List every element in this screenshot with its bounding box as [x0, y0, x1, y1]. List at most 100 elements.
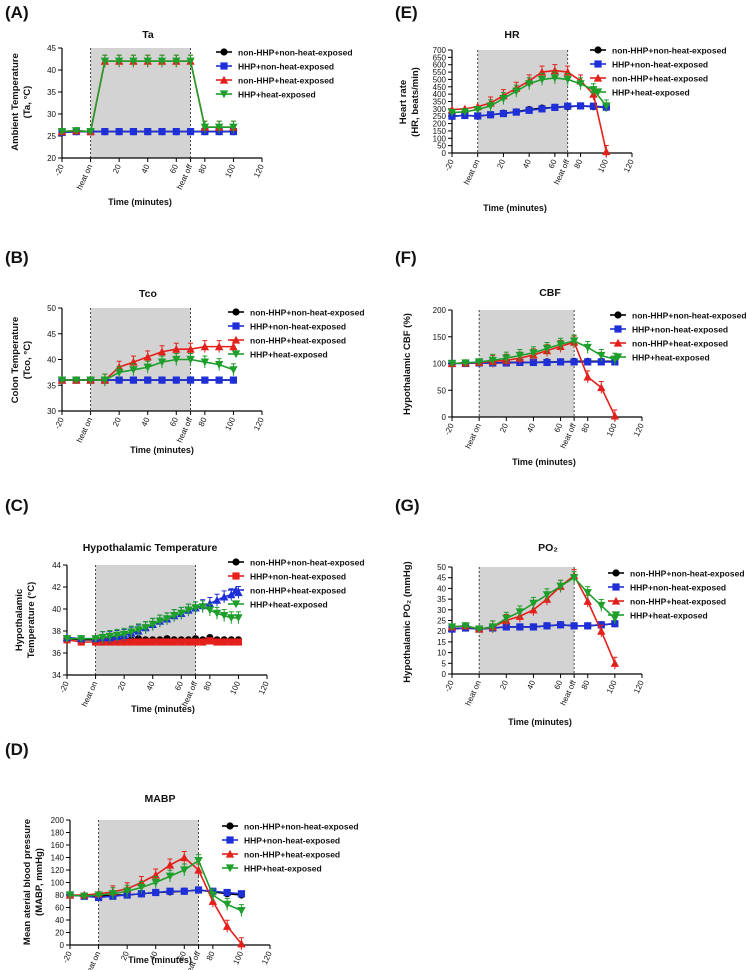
y-tick-label: 250 — [433, 112, 447, 121]
data-point — [157, 358, 167, 367]
y-tick-label: 500 — [433, 75, 447, 84]
legend-label: HHP+heat-exposed — [244, 864, 322, 874]
y-tick-label: 35 — [47, 381, 56, 390]
data-point — [229, 366, 238, 374]
data-point — [610, 659, 620, 667]
x-tick-label: 20 — [495, 158, 507, 170]
y-tick-label: 0 — [442, 149, 447, 158]
legend-marker — [594, 60, 602, 68]
data-point — [550, 74, 560, 83]
data-point — [474, 112, 482, 120]
legend-label: HHP+heat-exposed — [238, 90, 316, 100]
y-tick-label: 180 — [51, 829, 65, 838]
y-tick-label: 150 — [433, 333, 447, 342]
data-point — [180, 866, 189, 875]
x-tick-label: -20 — [443, 158, 456, 173]
y-tick-label: 50 — [437, 563, 446, 572]
data-point — [165, 860, 175, 869]
y-tick-label: 100 — [433, 134, 447, 143]
y-tick-label: 0 — [60, 941, 65, 950]
data-point — [134, 626, 143, 635]
y-tick-label: 34 — [52, 671, 61, 680]
data-point — [589, 86, 598, 94]
data-point — [112, 631, 122, 640]
legend-label: non-HHP+heat-exposed — [612, 74, 708, 84]
data-point — [474, 358, 484, 367]
data-point — [194, 886, 203, 894]
y-tick-label: 36 — [52, 649, 61, 658]
y-tick-label: 550 — [433, 68, 447, 77]
data-point — [137, 883, 146, 892]
x-tick-label: 100 — [228, 680, 242, 696]
heat-exposure-shading — [95, 565, 196, 675]
data-point — [222, 900, 232, 909]
y-tick-label: 20 — [47, 154, 56, 163]
data-point — [237, 939, 246, 948]
x-axis-label: Time (minutes) — [131, 704, 195, 714]
data-point — [486, 111, 495, 119]
data-point — [602, 102, 611, 111]
data-point — [569, 574, 579, 582]
data-point — [156, 638, 164, 646]
y-tick-label: 45 — [47, 330, 56, 339]
x-tick-label: 60 — [168, 163, 180, 175]
legend-label: HHP+non-heat-exposed — [244, 836, 340, 846]
panel-e: (E)0501001502002503003504004505005506006… — [395, 3, 727, 213]
y-tick-label: 100 — [51, 879, 65, 888]
x-tick-label: heat on — [464, 679, 483, 707]
data-point — [488, 356, 497, 365]
series-3 — [447, 571, 620, 634]
legend-marker — [594, 46, 602, 54]
y-tick-label: 40 — [47, 66, 56, 75]
series-3 — [62, 600, 243, 644]
data-point — [538, 105, 546, 113]
y-tick-label: 0 — [442, 413, 447, 422]
data-point — [542, 344, 552, 353]
series-3 — [447, 71, 611, 117]
y-tick-label: 30 — [47, 110, 56, 119]
data-point — [214, 361, 224, 369]
heat-exposure-shading — [98, 820, 199, 945]
data-point — [100, 57, 110, 66]
data-point — [515, 608, 525, 617]
data-point — [134, 638, 143, 646]
legend-label: non-HHP+non-heat-exposed — [244, 822, 359, 832]
y-tick-label: 120 — [51, 866, 65, 875]
data-point — [556, 358, 565, 366]
x-tick-label: 60 — [173, 680, 185, 692]
data-point — [115, 128, 123, 136]
panel-label: (A) — [5, 3, 29, 22]
data-point — [200, 358, 210, 367]
data-point — [214, 123, 224, 132]
data-point — [542, 591, 552, 600]
y-axis-label: Hypothalamic CBF (%) — [402, 313, 413, 415]
data-point — [191, 604, 200, 613]
data-point — [219, 592, 229, 601]
x-tick-label: 40 — [140, 163, 152, 175]
y-axis-label: Temperature (°C) — [26, 582, 37, 658]
y-axis-label: (Tco, °C) — [22, 341, 33, 379]
data-point — [184, 638, 193, 646]
data-point — [229, 123, 238, 132]
data-point — [201, 376, 209, 384]
data-point — [137, 890, 146, 898]
x-tick-label: 60 — [547, 158, 559, 170]
data-point — [584, 622, 592, 630]
data-point — [157, 57, 167, 66]
x-tick-label: 100 — [596, 158, 610, 174]
data-point — [91, 635, 100, 643]
x-tick-label: 40 — [140, 416, 152, 428]
legend-label: non-HHP+heat-exposed — [238, 76, 334, 86]
legend-label: non-HHP+heat-exposed — [250, 586, 346, 596]
x-tick-label: 100 — [605, 679, 619, 695]
legend-marker — [232, 572, 240, 580]
data-point — [57, 128, 67, 136]
data-point — [583, 372, 592, 381]
data-point — [529, 358, 538, 367]
y-tick-label: 300 — [433, 105, 447, 114]
data-point — [194, 865, 203, 874]
y-tick-label: 25 — [47, 132, 56, 141]
